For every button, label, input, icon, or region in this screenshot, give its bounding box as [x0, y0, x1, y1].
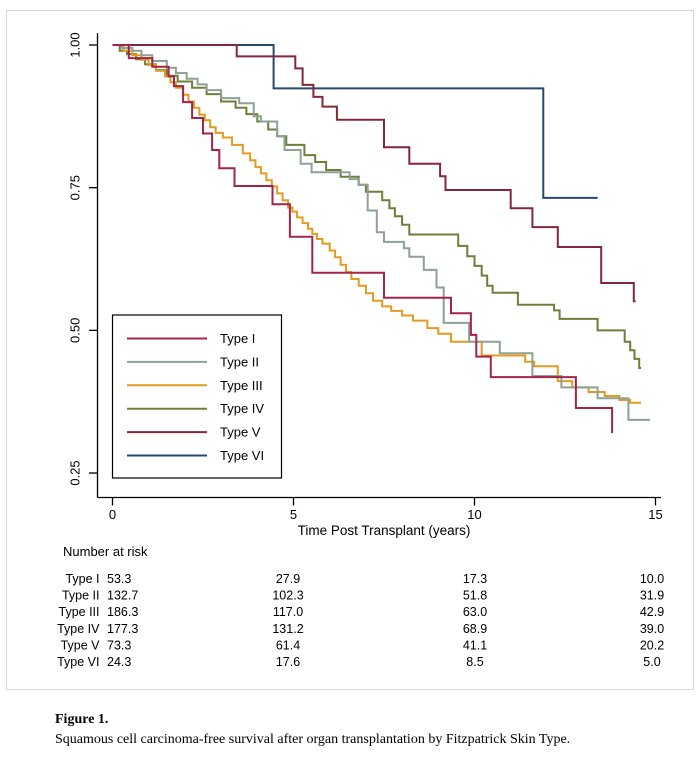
risk-row-label: Type IV [57, 622, 100, 636]
legend-label-type-v: Type V [220, 425, 261, 440]
risk-value: 8.5 [466, 655, 483, 669]
risk-value: 41.1 [463, 638, 487, 652]
legend-label-type-i: Type I [220, 331, 255, 346]
risk-value: 27.9 [276, 572, 300, 586]
risk-row-label: Type II [62, 589, 100, 603]
risk-value: 177.3 [107, 622, 138, 636]
risk-value: 61.4 [276, 638, 300, 652]
risk-value: 5.0 [643, 655, 660, 669]
risk-value: 42.9 [640, 605, 664, 619]
legend-label-type-vi: Type VI [220, 448, 264, 463]
legend-label-type-ii: Type II [220, 354, 259, 369]
legend-box [111, 314, 283, 479]
risk-table-title: Number at risk [63, 544, 148, 559]
risk-value: 39.0 [640, 622, 664, 636]
legend-label-type-iii: Type III [220, 378, 263, 393]
curve-type-iii [112, 44, 641, 404]
risk-value: 51.8 [463, 589, 487, 603]
risk-value: 132.7 [107, 589, 138, 603]
risk-value: 53.3 [107, 572, 131, 586]
legend-label-type-iv: Type IV [220, 401, 264, 416]
risk-row-label: Type I [65, 572, 99, 586]
risk-value: 63.0 [463, 605, 487, 619]
risk-value: 68.9 [463, 622, 487, 636]
y-tick-label: 0.25 [67, 460, 82, 485]
risk-value: 186.3 [107, 605, 138, 619]
curve-type-ii [112, 44, 651, 421]
x-tick-label: 15 [648, 507, 662, 522]
caption-text: Squamous cell carcinoma-free survival af… [55, 731, 571, 747]
risk-row-label: Type VI [57, 655, 99, 669]
risk-value: 31.9 [640, 589, 664, 603]
risk-value: 73.3 [107, 638, 131, 652]
caption-label: Figure 1. [55, 712, 109, 727]
x-tick-label: 5 [290, 507, 297, 522]
risk-value: 131.2 [272, 622, 303, 636]
y-tick-label: 0.75 [67, 175, 82, 200]
risk-value: 24.3 [107, 655, 131, 669]
risk-value: 17.3 [463, 572, 487, 586]
figure-caption: Figure 1. Squamous cell carcinoma-free s… [55, 710, 665, 749]
curve-type-vi [112, 44, 598, 199]
x-tick-label: 0 [109, 507, 116, 522]
risk-value: 117.0 [273, 605, 303, 619]
risk-row-label: Type V [61, 638, 101, 652]
risk-row-label: Type III [59, 605, 100, 619]
risk-value: 10.0 [640, 572, 664, 586]
risk-value: 102.3 [272, 589, 303, 603]
km-survival-chart: 0.25 0.50 0.75 1.00 0 5 10 15 Time Post Transpla… [57, 32, 664, 669]
x-tick-label: 10 [467, 507, 481, 522]
y-tick-label: 1.00 [67, 32, 82, 57]
risk-value: 20.2 [640, 638, 664, 652]
curve-type-v [112, 44, 636, 303]
risk-value: 17.6 [276, 655, 300, 669]
y-tick-label: 0.50 [67, 318, 82, 343]
curve-type-i [112, 44, 614, 434]
x-axis-title: Time Post Transplant (years) [298, 523, 471, 538]
